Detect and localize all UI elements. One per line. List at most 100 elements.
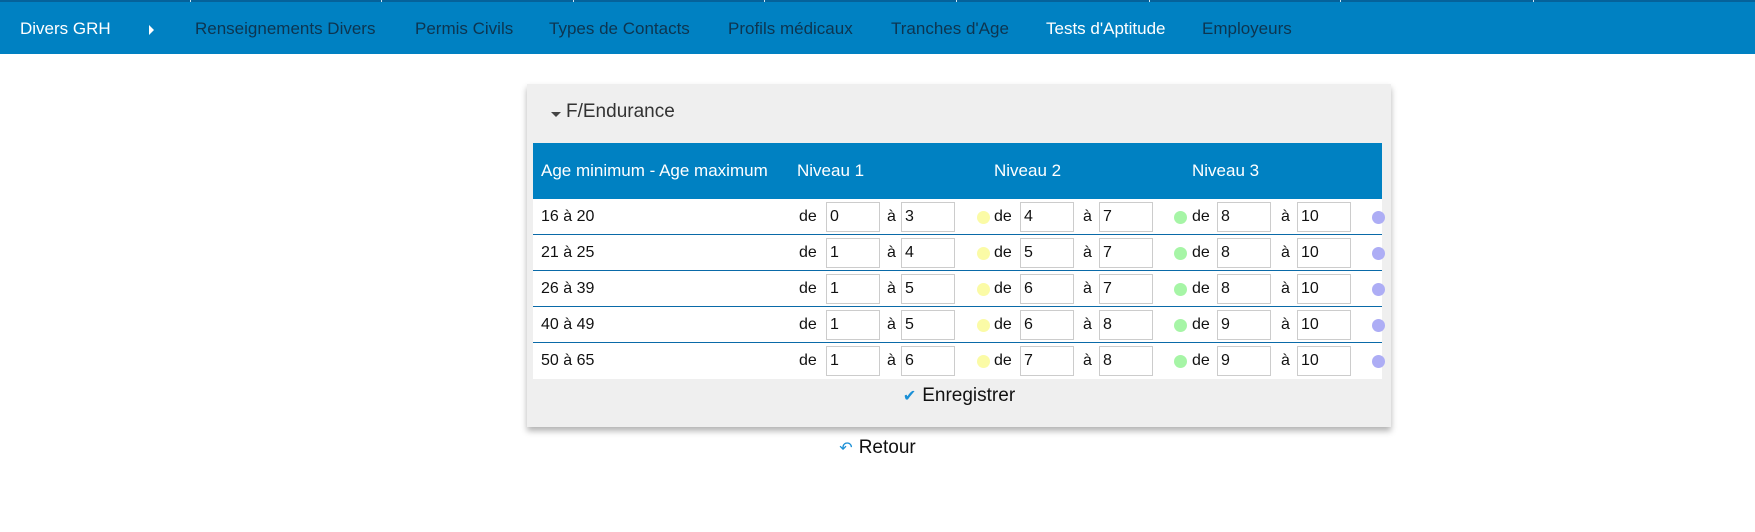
nav-brand[interactable]: Divers GRH [20, 19, 111, 38]
table-row: 21 à 25 de à de à de à [533, 235, 1385, 271]
header-niveau-3: Niveau 3 [1192, 161, 1260, 180]
n2-max-input[interactable] [1099, 202, 1153, 232]
caret-right-icon[interactable] [149, 25, 154, 35]
n2-color-dot [1174, 319, 1187, 332]
table-row: 40 à 49 de à de à de à [533, 307, 1385, 343]
n1-min-input[interactable] [826, 274, 880, 304]
a-label: à [1083, 208, 1092, 225]
header-niveau-1: Niveau 1 [797, 161, 865, 180]
de-label: de [994, 316, 1012, 333]
n3-min-input[interactable] [1217, 274, 1271, 304]
n3-min-input[interactable] [1217, 310, 1271, 340]
n1-min-input[interactable] [826, 202, 880, 232]
a-label: à [1281, 244, 1290, 261]
n1-color-dot [977, 211, 990, 224]
nav-item-profils-medicaux[interactable]: Profils médicaux [728, 19, 853, 38]
n3-color-dot [1372, 319, 1385, 332]
n1-min-input[interactable] [826, 346, 880, 376]
a-label: à [1083, 352, 1092, 369]
undo-icon: ↶ [839, 440, 853, 457]
n2-max-input[interactable] [1099, 310, 1153, 340]
n2-max-input[interactable] [1099, 346, 1153, 376]
header-age: Age minimum - Age maximum [541, 161, 768, 180]
de-label: de [1192, 352, 1210, 369]
n1-color-dot [977, 247, 990, 260]
n3-max-input[interactable] [1297, 310, 1351, 340]
n2-min-input[interactable] [1020, 202, 1074, 232]
n3-color-dot [1372, 355, 1385, 368]
header-niveau-2: Niveau 2 [994, 161, 1062, 180]
save-button[interactable]: ✔ Enregistrer [902, 385, 1016, 406]
nav-item-permis-civils[interactable]: Permis Civils [415, 19, 514, 38]
n3-min-input[interactable] [1217, 202, 1271, 232]
n1-min-input[interactable] [826, 238, 880, 268]
n3-color-dot [1372, 283, 1385, 296]
de-label: de [1192, 208, 1210, 225]
de-label: de [799, 244, 817, 261]
n3-max-input[interactable] [1297, 238, 1351, 268]
a-label: à [1083, 280, 1092, 297]
n2-color-dot [1174, 355, 1187, 368]
n3-color-dot [1372, 211, 1385, 224]
n1-min-input[interactable] [826, 310, 880, 340]
n1-color-dot [977, 319, 990, 332]
a-label: à [887, 244, 896, 261]
caret-down-icon[interactable] [551, 112, 561, 117]
age-range: 40 à 49 [541, 316, 595, 333]
n3-color-dot [1372, 247, 1385, 260]
table-row: 50 à 65 de à de à de à [533, 343, 1385, 379]
panel-title[interactable]: F/Endurance [566, 101, 675, 122]
check-icon: ✔ [902, 388, 917, 405]
n2-color-dot [1174, 211, 1187, 224]
n1-max-input[interactable] [901, 238, 955, 268]
nav-item-tests-aptitude[interactable]: Tests d'Aptitude [1046, 19, 1166, 38]
n3-max-input[interactable] [1297, 202, 1351, 232]
n3-max-input[interactable] [1297, 274, 1351, 304]
nav-item-types-de-contacts[interactable]: Types de Contacts [549, 19, 690, 38]
n3-max-input[interactable] [1297, 346, 1351, 376]
n2-max-input[interactable] [1099, 274, 1153, 304]
n2-color-dot [1174, 283, 1187, 296]
n2-color-dot [1174, 247, 1187, 260]
n2-min-input[interactable] [1020, 274, 1074, 304]
nav-item-employeurs[interactable]: Employeurs [1202, 19, 1292, 38]
a-label: à [1281, 316, 1290, 333]
a-label: à [887, 352, 896, 369]
age-range: 50 à 65 [541, 352, 595, 369]
de-label: de [799, 280, 817, 297]
de-label: de [994, 208, 1012, 225]
n2-min-input[interactable] [1020, 238, 1074, 268]
n2-min-input[interactable] [1020, 310, 1074, 340]
top-nav: Divers GRH Renseignements Divers Permis … [0, 0, 1755, 54]
de-label: de [994, 244, 1012, 261]
de-label: de [994, 280, 1012, 297]
n1-max-input[interactable] [901, 274, 955, 304]
test-panel: F/Endurance Age minimum - Age maximum Ni… [527, 84, 1391, 427]
n2-max-input[interactable] [1099, 238, 1153, 268]
a-label: à [1281, 352, 1290, 369]
nav-item-renseignements-divers[interactable]: Renseignements Divers [195, 19, 376, 38]
a-label: à [1083, 316, 1092, 333]
a-label: à [1281, 208, 1290, 225]
n3-min-input[interactable] [1217, 346, 1271, 376]
table-row: 26 à 39 de à de à de à [533, 271, 1385, 307]
n2-min-input[interactable] [1020, 346, 1074, 376]
n1-color-dot [977, 355, 990, 368]
age-range: 26 à 39 [541, 280, 595, 297]
a-label: à [887, 316, 896, 333]
de-label: de [799, 352, 817, 369]
n1-max-input[interactable] [901, 202, 955, 232]
de-label: de [799, 208, 817, 225]
n1-max-input[interactable] [901, 310, 955, 340]
age-range: 21 à 25 [541, 244, 595, 261]
n3-min-input[interactable] [1217, 238, 1271, 268]
table-header: Age minimum - Age maximum Niveau 1 Nivea… [533, 143, 1382, 199]
a-label: à [1083, 244, 1092, 261]
de-label: de [1192, 244, 1210, 261]
back-link[interactable]: ↶ Retour [839, 437, 916, 458]
de-label: de [1192, 316, 1210, 333]
n1-max-input[interactable] [901, 346, 955, 376]
de-label: de [1192, 280, 1210, 297]
nav-item-tranches-age[interactable]: Tranches d'Age [891, 19, 1009, 38]
a-label: à [1281, 280, 1290, 297]
